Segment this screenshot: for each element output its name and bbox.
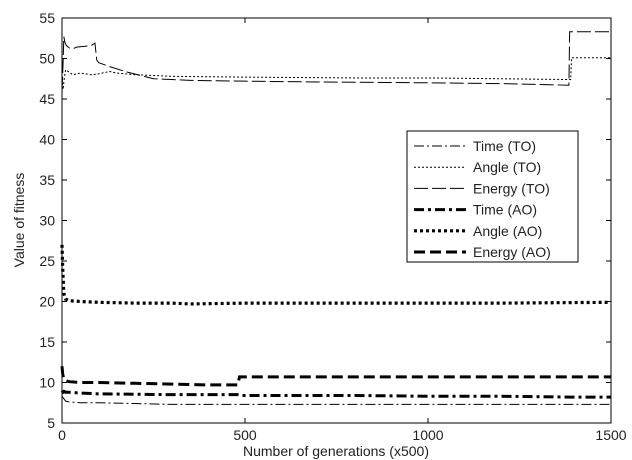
legend-label-2: Energy (TO) [473, 180, 550, 196]
x-tick-label: 1000 [412, 427, 443, 443]
legend: Time (TO) Angle (TO) Energy (TO) Time (AO) A… [406, 130, 579, 263]
x-axis-label: Number of generations (x500) [243, 443, 429, 459]
legend-label-3: Time (AO) [473, 202, 537, 218]
legend-label-5: Energy (AO) [473, 244, 551, 260]
y-tick-label: 35 [39, 172, 55, 188]
series-line-0 [61, 395, 611, 405]
y-tick-label: 40 [39, 132, 55, 148]
series-line-2 [61, 31, 611, 91]
y-axis-label: Value of fitness [11, 173, 27, 268]
x-tick-label: 1500 [595, 427, 626, 443]
legend-entries: Time (TO) Angle (TO) Energy (TO) Time (AO) A… [414, 138, 551, 260]
series-line-4 [60, 244, 612, 306]
series-layer [60, 31, 612, 405]
y-tick-label: 55 [39, 10, 55, 26]
series-line-5 [60, 366, 611, 387]
x-tick-label: 500 [233, 427, 257, 443]
y-tick-label: 10 [39, 375, 55, 391]
legend-box [406, 130, 579, 263]
y-tick-label: 45 [39, 91, 55, 107]
legend-label-1: Angle (TO) [473, 159, 541, 175]
y-tick-label: 5 [47, 415, 55, 431]
y-tick-label: 15 [39, 334, 55, 350]
series-line-3 [60, 389, 611, 399]
y-tick-label: 20 [39, 294, 55, 310]
axis-ticks: 0 500 1000 1500 5 10 15 20 25 30 35 40 45 50 55 [39, 10, 626, 443]
y-tick-label: 25 [39, 253, 55, 269]
y-tick-label: 50 [39, 51, 55, 67]
y-tick-label: 30 [39, 213, 55, 229]
legend-label-4: Angle (AO) [473, 223, 542, 239]
x-tick-label: 0 [58, 427, 66, 443]
legend-label-0: Time (TO) [473, 138, 536, 154]
